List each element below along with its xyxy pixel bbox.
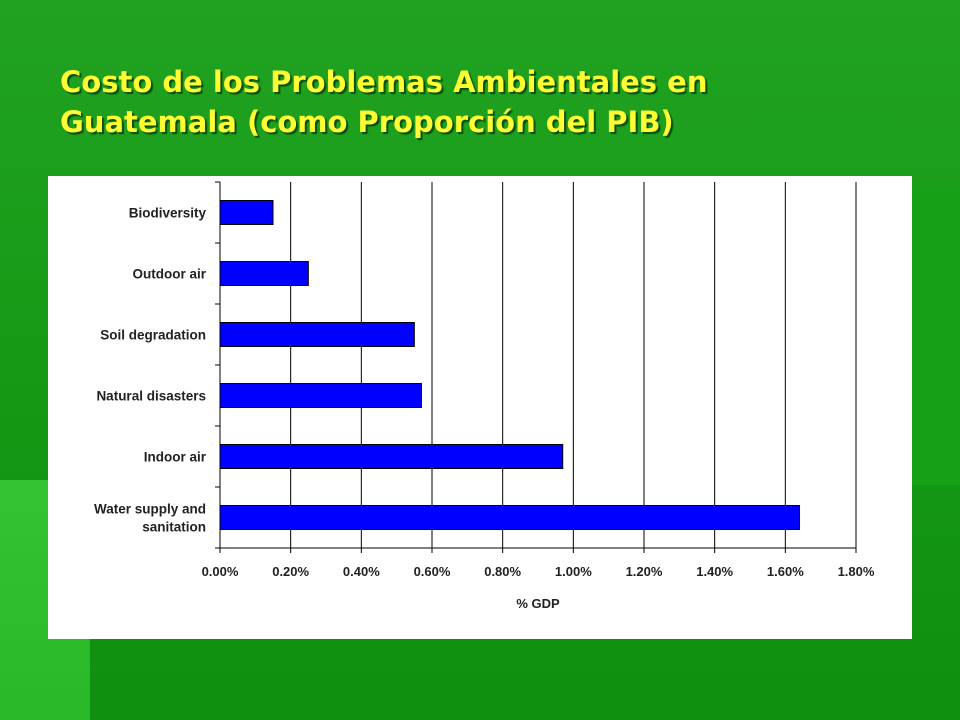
bar [219, 261, 309, 286]
category-label: Soil degradation [100, 328, 206, 343]
x-tick-label: 1.60% [767, 564, 804, 579]
bar [219, 322, 415, 347]
slide-title-line-2: Guatemala (como Proporción del PIB) [60, 105, 674, 139]
x-tick-label: 1.20% [626, 564, 663, 579]
x-tick-label: 0.80% [484, 564, 521, 579]
bar [219, 200, 274, 225]
slide-title: Costo de los Problemas Ambientales en Gu… [60, 62, 920, 142]
category-label: Outdoor air [133, 267, 207, 282]
x-tick-label: 0.20% [272, 564, 309, 579]
x-tick-label: 0.60% [414, 564, 451, 579]
x-tick-label: 0.40% [343, 564, 380, 579]
x-axis-title: % GDP [516, 596, 560, 611]
x-tick-label: 1.00% [555, 564, 592, 579]
bar [219, 505, 800, 530]
category-label: Natural disasters [96, 389, 206, 404]
x-tick-label: 1.40% [696, 564, 733, 579]
category-label: Biodiversity [129, 206, 207, 221]
chart-panel: 0.00% 0.20% 0.40% 0.60% 0.80% 1.00% 1.20% 1.40%… [48, 176, 912, 639]
bar [219, 383, 422, 408]
x-tick-label: 0.00% [202, 564, 239, 579]
bar [219, 444, 564, 469]
background-stripe-right [912, 190, 960, 485]
category-label: sanitation [142, 520, 206, 535]
bar-chart: 0.00% 0.20% 0.40% 0.60% 0.80% 1.00% 1.20% 1.40%… [94, 181, 875, 611]
category-label: Indoor air [144, 450, 207, 465]
slide-title-line-1: Costo de los Problemas Ambientales en [60, 65, 708, 99]
category-label: Water supply and [94, 502, 206, 517]
x-tick-label: 1.80% [838, 564, 875, 579]
